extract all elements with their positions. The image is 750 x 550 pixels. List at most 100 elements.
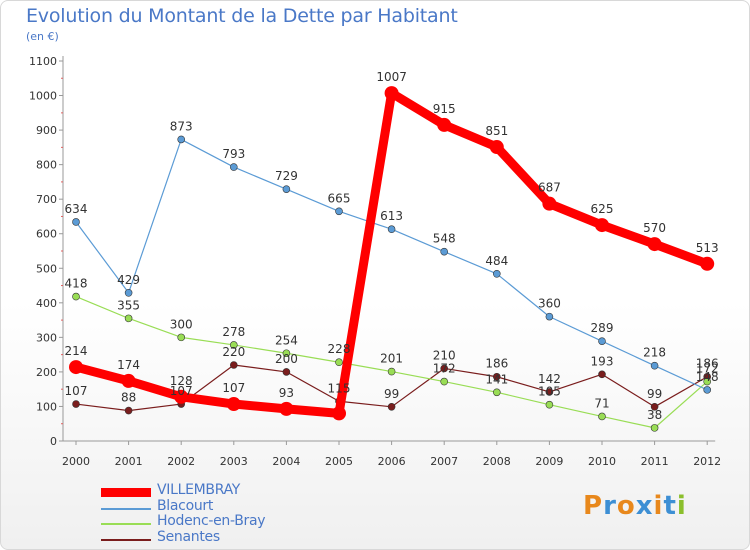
data-point bbox=[121, 373, 136, 388]
data-label: 729 bbox=[275, 169, 298, 183]
y-tick-label: 400 bbox=[36, 297, 57, 310]
data-point bbox=[230, 341, 238, 349]
logo-letter: i bbox=[653, 491, 664, 521]
data-point bbox=[437, 117, 452, 132]
data-label: 172 bbox=[433, 362, 456, 376]
x-tick-label: 2007 bbox=[430, 455, 458, 468]
data-point bbox=[335, 207, 343, 216]
y-tick-label: 600 bbox=[36, 228, 57, 241]
data-label: 148 bbox=[696, 370, 719, 384]
x-tick-label: 2005 bbox=[325, 455, 353, 468]
data-point bbox=[69, 360, 83, 375]
chart-unit: (en €) bbox=[26, 30, 59, 43]
data-label: 193 bbox=[591, 354, 614, 368]
data-label: 484 bbox=[485, 254, 508, 268]
legend-swatch bbox=[101, 538, 151, 541]
data-point bbox=[177, 333, 185, 342]
data-point bbox=[282, 185, 291, 193]
data-point bbox=[703, 386, 712, 394]
data-label: 186 bbox=[485, 357, 508, 371]
y-tick-label: 300 bbox=[36, 331, 57, 344]
data-label: 99 bbox=[647, 387, 662, 401]
data-point bbox=[124, 314, 133, 323]
data-point bbox=[703, 377, 712, 386]
data-label: 88 bbox=[121, 391, 136, 405]
data-label: 418 bbox=[65, 277, 88, 291]
data-label: 107 bbox=[222, 381, 245, 395]
data-label: 254 bbox=[275, 333, 298, 347]
data-label: 128 bbox=[170, 374, 193, 388]
data-point bbox=[124, 406, 133, 415]
y-tick-label: 800 bbox=[36, 159, 57, 172]
x-tick-label: 2011 bbox=[641, 455, 669, 468]
data-label: 142 bbox=[538, 372, 561, 386]
data-point bbox=[492, 269, 501, 278]
data-point bbox=[700, 256, 715, 271]
data-point bbox=[650, 424, 659, 432]
logo-letter: t bbox=[663, 491, 677, 521]
data-label: 548 bbox=[433, 232, 456, 246]
data-label: 429 bbox=[117, 273, 140, 287]
data-label: 300 bbox=[170, 317, 193, 331]
data-point bbox=[440, 364, 449, 373]
data-point bbox=[387, 367, 396, 376]
logo-letter: r bbox=[603, 491, 617, 521]
data-point bbox=[650, 361, 659, 370]
data-point bbox=[492, 372, 501, 381]
data-label: 99 bbox=[384, 387, 399, 401]
data-label: 915 bbox=[433, 102, 456, 116]
y-tick-label: 900 bbox=[36, 124, 57, 137]
data-point bbox=[226, 397, 241, 412]
data-point bbox=[489, 140, 504, 155]
line-chart: 0 100 200 300 400 500 600 700 800 900 1000 1100 2000… bbox=[29, 55, 721, 468]
data-point bbox=[230, 361, 238, 369]
data-label: 186 bbox=[696, 357, 719, 371]
data-label: 115 bbox=[328, 381, 351, 395]
y-tick-label: 1100 bbox=[29, 55, 57, 68]
data-label: 355 bbox=[117, 298, 140, 312]
data-point bbox=[598, 370, 606, 379]
chart-title: Evolution du Montant de la Dette par Hab… bbox=[26, 5, 458, 27]
data-label: 613 bbox=[380, 209, 403, 223]
logo-letter: i bbox=[676, 491, 687, 521]
data-point bbox=[124, 288, 133, 297]
y-tick-label: 100 bbox=[36, 400, 57, 413]
legend-label: VILLEMBRAY bbox=[157, 482, 241, 498]
x-tick-label: 2000 bbox=[62, 455, 90, 468]
data-label: 278 bbox=[222, 325, 245, 339]
y-tick-label: 0 bbox=[50, 435, 57, 448]
data-label: 625 bbox=[591, 202, 614, 216]
data-label: 1007 bbox=[376, 70, 407, 84]
y-tick-label: 700 bbox=[36, 193, 57, 206]
x-tick-label: 2002 bbox=[167, 455, 195, 468]
legend-swatch bbox=[101, 523, 151, 525]
data-label: 107 bbox=[65, 384, 88, 398]
data-label: 228 bbox=[328, 342, 351, 356]
x-tick-label: 2006 bbox=[378, 455, 406, 468]
data-point bbox=[650, 402, 659, 411]
data-point bbox=[440, 247, 449, 256]
data-point bbox=[545, 388, 554, 396]
data-label: 687 bbox=[538, 181, 561, 195]
data-label: 665 bbox=[328, 191, 351, 205]
logo-letter: x bbox=[635, 491, 654, 521]
data-label: 220 bbox=[222, 345, 245, 359]
data-label: 634 bbox=[65, 202, 88, 216]
data-label: 201 bbox=[380, 352, 403, 366]
data-point bbox=[387, 225, 396, 234]
x-tick-label: 2001 bbox=[115, 455, 143, 468]
data-point bbox=[177, 135, 185, 144]
legend-label: Hodenc-en-Bray bbox=[157, 513, 266, 529]
data-label: 174 bbox=[117, 358, 140, 372]
y-tick-label: 200 bbox=[36, 366, 57, 379]
data-label: 172 bbox=[696, 362, 719, 376]
data-label: 360 bbox=[538, 297, 561, 311]
data-label: 200 bbox=[275, 352, 298, 366]
data-label: 793 bbox=[222, 147, 245, 161]
x-tick-label: 2003 bbox=[220, 455, 248, 468]
x-tick-label: 2012 bbox=[693, 455, 721, 468]
proxiti-logo: Proxiti bbox=[583, 491, 687, 521]
data-label: 218 bbox=[643, 346, 666, 360]
data-label: 71 bbox=[594, 396, 609, 410]
